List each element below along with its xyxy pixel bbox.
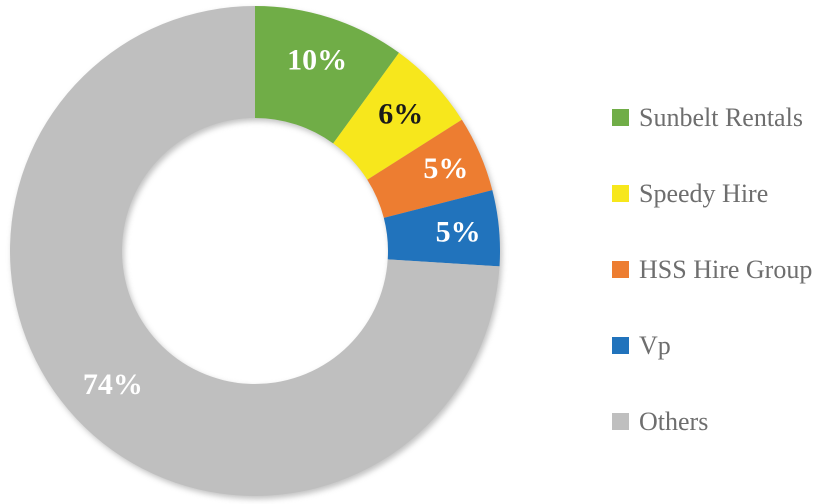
legend-label: HSS Hire Group (639, 254, 813, 284)
slice-label-speedy-hire: 6% (378, 98, 423, 131)
pie-slice-others (9, 6, 500, 496)
legend-swatch-vp (612, 337, 629, 354)
legend-item-speedy-hire: Speedy Hire (612, 180, 812, 207)
chart-legend: Sunbelt Rentals Speedy Hire HSS Hire Group… (612, 104, 812, 435)
legend-swatch-hss-hire-group (612, 261, 629, 278)
slice-label-sunbelt-rentals: 10% (287, 43, 347, 76)
legend-swatch-sunbelt-rentals (612, 109, 629, 126)
pie-slice-sunbelt-rentals (255, 6, 400, 144)
slice-label-vp: 5% (436, 215, 481, 248)
slice-label-hss-hire-group: 5% (423, 152, 468, 185)
legend-swatch-speedy-hire (612, 185, 629, 202)
donut-chart: 10%6%5%5%74% (9, 6, 501, 496)
legend-item-others: Others (612, 408, 812, 435)
legend-label: Speedy Hire (639, 178, 769, 208)
pie-slice-speedy-hire (333, 52, 462, 180)
legend-item-sunbelt-rentals: Sunbelt Rentals (612, 104, 812, 131)
slice-label-others: 74% (83, 368, 143, 401)
pie-slice-hss-hire-group (367, 119, 493, 218)
legend-item-vp: Vp (612, 332, 812, 359)
donut-slices (9, 6, 501, 496)
legend-item-hss-hire-group: HSS Hire Group (612, 256, 812, 283)
legend-label: Others (639, 406, 709, 436)
legend-label: Sunbelt Rentals (639, 102, 803, 132)
legend-swatch-others (612, 413, 629, 430)
donut-slice-labels: 10%6%5%5%74% (83, 43, 481, 401)
pie-slice-vp (383, 190, 501, 267)
legend-label: Vp (639, 330, 671, 360)
